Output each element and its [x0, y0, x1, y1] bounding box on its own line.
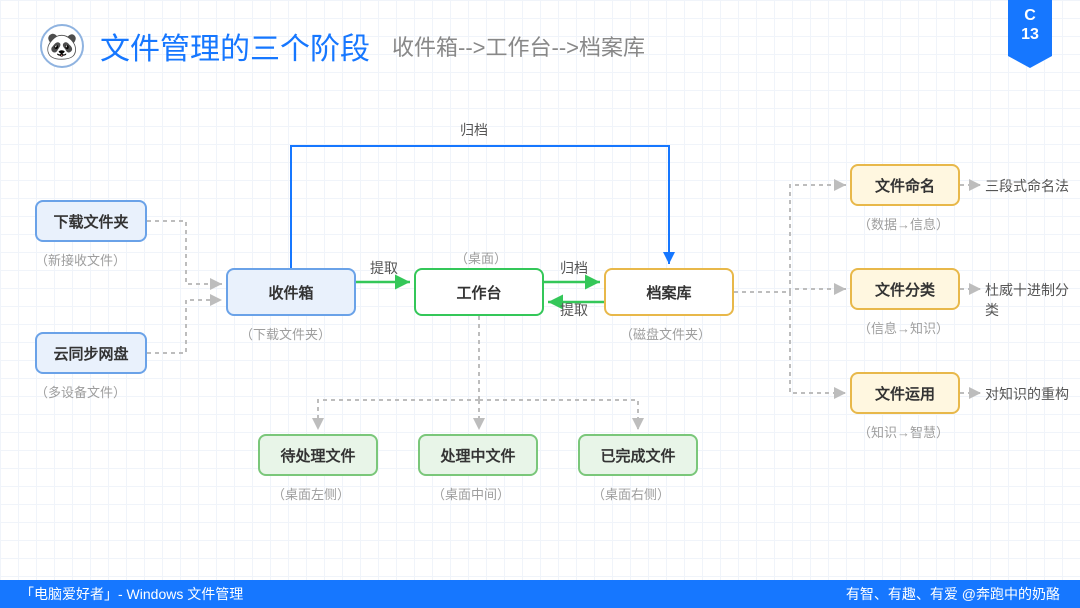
node-download: 下载文件夹 [35, 200, 147, 242]
panda-logo-icon: 🐼 [40, 24, 84, 68]
footer-right: 有智、有趣、有爱 @奔跑中的奶酪 [846, 584, 1060, 604]
side-text-s3: 对知识的重构 [985, 384, 1069, 404]
page-title: 文件管理的三个阶段 [100, 24, 370, 68]
footer: 「电脑爱好者」- Windows 文件管理 有智、有趣、有爱 @奔跑中的奶酪 [0, 580, 1080, 608]
node-done: 已完成文件 [578, 434, 698, 476]
footer-left: 「电脑爱好者」- Windows 文件管理 [20, 584, 243, 604]
edge-label-extract1: 提取 [370, 258, 398, 278]
node-pending: 待处理文件 [258, 434, 378, 476]
node-naming: 文件命名 [850, 164, 960, 206]
node-archive: 档案库 [604, 268, 734, 316]
caption-doing: （桌面中间） [432, 484, 510, 503]
node-usage: 文件运用 [850, 372, 960, 414]
side-text-s2: 杜威十进制分类 [985, 280, 1080, 320]
caption-naming: （数据→信息） [858, 214, 949, 233]
badge-number: 13 [1008, 25, 1052, 44]
edge-label-archive_top: 归档 [460, 120, 488, 140]
node-inbox: 收件箱 [226, 268, 356, 316]
caption-archive: （磁盘文件夹） [620, 324, 711, 343]
caption-cloud: （多设备文件） [35, 382, 126, 401]
page-badge: C 13 [1008, 0, 1052, 56]
caption-workbench: （桌面） [455, 248, 507, 267]
header: 🐼 文件管理的三个阶段 收件箱-->工作台-->档案库 [40, 24, 645, 68]
node-doing: 处理中文件 [418, 434, 538, 476]
edge-label-archive1: 归档 [560, 258, 588, 278]
caption-usage: （知识→智慧） [858, 422, 949, 441]
caption-pending: （桌面左侧） [272, 484, 350, 503]
edge-label-extract2: 提取 [560, 300, 588, 320]
caption-inbox: （下载文件夹） [240, 324, 331, 343]
caption-download: （新接收文件） [35, 250, 126, 269]
node-cloud: 云同步网盘 [35, 332, 147, 374]
side-text-s1: 三段式命名法 [985, 176, 1069, 196]
caption-done: （桌面右侧） [592, 484, 670, 503]
node-workbench: 工作台 [414, 268, 544, 316]
page-subtitle: 收件箱-->工作台-->档案库 [392, 30, 645, 62]
node-classify: 文件分类 [850, 268, 960, 310]
caption-classify: （信息→知识） [858, 318, 949, 337]
badge-letter: C [1008, 6, 1052, 25]
